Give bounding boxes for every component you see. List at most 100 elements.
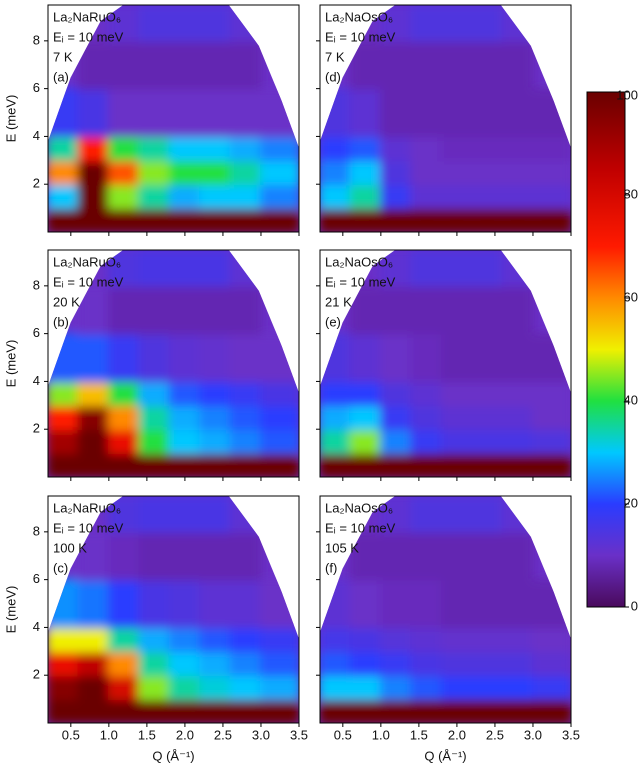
heatmap-cell [199, 428, 231, 454]
panel-formula: La₂NaOsO₆ [325, 500, 393, 515]
heatmap-cell [532, 579, 572, 629]
heatmap-cell [260, 698, 300, 724]
heatmap-cell [260, 207, 300, 233]
heatmap-cell [260, 183, 300, 209]
heatmap-cell [502, 380, 534, 406]
heatmap-cell [77, 183, 109, 209]
heatmap-cell [349, 674, 381, 700]
heatmap-cell [138, 183, 170, 209]
heatmap-cell [532, 650, 572, 676]
heatmap-cell [108, 88, 140, 138]
heatmap-cell [380, 428, 412, 454]
panel-temp: 21 K [325, 294, 352, 309]
heatmap-cell [230, 531, 262, 581]
y-axis-label: E (meV) [3, 586, 18, 634]
heatmap-cell [410, 207, 442, 233]
heatmap-cell [441, 183, 473, 209]
heatmap-cell [380, 135, 412, 161]
heatmap-cell [410, 579, 442, 629]
heatmap-cell [230, 159, 262, 185]
heatmap-cell [47, 626, 79, 652]
x-tick-label: 1.0 [372, 727, 390, 742]
heatmap-cell [108, 333, 140, 383]
panel-letter: (c) [53, 560, 68, 575]
heatmap-cell [349, 404, 381, 430]
heatmap-cell [199, 285, 231, 335]
heatmap-cell [441, 249, 473, 287]
y-tick-label: 6 [33, 325, 40, 340]
heatmap-cell [47, 452, 79, 478]
heatmap-cell [47, 674, 79, 700]
colorbar-tick-label: 0 [631, 598, 638, 613]
heatmap-cell [47, 88, 79, 138]
heatmap-cell [441, 207, 473, 233]
heatmap-cell [230, 249, 262, 287]
heatmap-cell [471, 249, 503, 287]
x-tick-label: 3.5 [290, 727, 308, 742]
panel-temp: 105 K [325, 540, 359, 555]
heatmap-cell [380, 380, 412, 406]
heatmap-cell [502, 159, 534, 185]
heatmap-cell [349, 285, 381, 335]
x-tick-label: 3.5 [562, 727, 580, 742]
heatmap-cell [471, 380, 503, 406]
colorbar-tick-label: 40 [624, 392, 638, 407]
heatmap-cell [441, 285, 473, 335]
heatmap-cell [108, 285, 140, 335]
x-axis-label: Q (Å⁻¹) [424, 748, 466, 763]
heatmap-cell [230, 285, 262, 335]
heatmap-cell [502, 495, 534, 533]
heatmap-cell [441, 88, 473, 138]
heatmap-cell [502, 626, 534, 652]
heatmap-cell [471, 626, 503, 652]
heatmap-cell [471, 579, 503, 629]
heatmap-cell [380, 452, 412, 478]
heatmap-cell [532, 380, 572, 406]
heatmap-cell [349, 428, 381, 454]
heatmap-cell [319, 452, 351, 478]
heatmap-cell [138, 135, 170, 161]
heatmap-cell [169, 183, 201, 209]
heatmap-cell [199, 404, 231, 430]
heatmap-cell [319, 183, 351, 209]
heatmap-cell [138, 159, 170, 185]
heatmap-cell [199, 183, 231, 209]
heatmap-cell [77, 333, 109, 383]
heatmap-cell [199, 88, 231, 138]
y-axis-label: E (meV) [3, 340, 18, 388]
heatmap-cell [169, 380, 201, 406]
heatmap-cell [199, 674, 231, 700]
heatmap-cell [108, 40, 140, 90]
heatmap-cell [380, 207, 412, 233]
heatmap-cell [319, 333, 351, 383]
heatmap-cell [380, 159, 412, 185]
heatmap-cell [441, 452, 473, 478]
heatmap-cell [380, 531, 412, 581]
heatmap-cell [471, 4, 503, 42]
heatmap-cell [108, 135, 140, 161]
heatmap-cell [319, 626, 351, 652]
heatmap-cell [260, 159, 300, 185]
heatmap-cell [441, 40, 473, 90]
heatmap-cell [169, 531, 201, 581]
heatmap-cell [108, 452, 140, 478]
panel-formula: La₂NaOsO₆ [325, 254, 393, 269]
heatmap-cell [77, 135, 109, 161]
heatmap-cell [260, 579, 300, 629]
heatmap-cell [349, 183, 381, 209]
heatmap-cell [380, 183, 412, 209]
heatmap-cell [199, 579, 231, 629]
heatmap-cell [410, 285, 442, 335]
heatmap-cell [47, 404, 79, 430]
heatmap-cell [138, 674, 170, 700]
heatmap-cell [169, 333, 201, 383]
panel-letter: (d) [325, 69, 341, 84]
heatmap-cell [502, 333, 534, 383]
panel-letter: (e) [325, 314, 341, 329]
heatmap-cell [260, 428, 300, 454]
heatmap-cell [169, 626, 201, 652]
panel-temp: 20 K [53, 294, 80, 309]
heatmap-cell [349, 579, 381, 629]
heatmap-cell [138, 207, 170, 233]
heatmap-cell [230, 698, 262, 724]
